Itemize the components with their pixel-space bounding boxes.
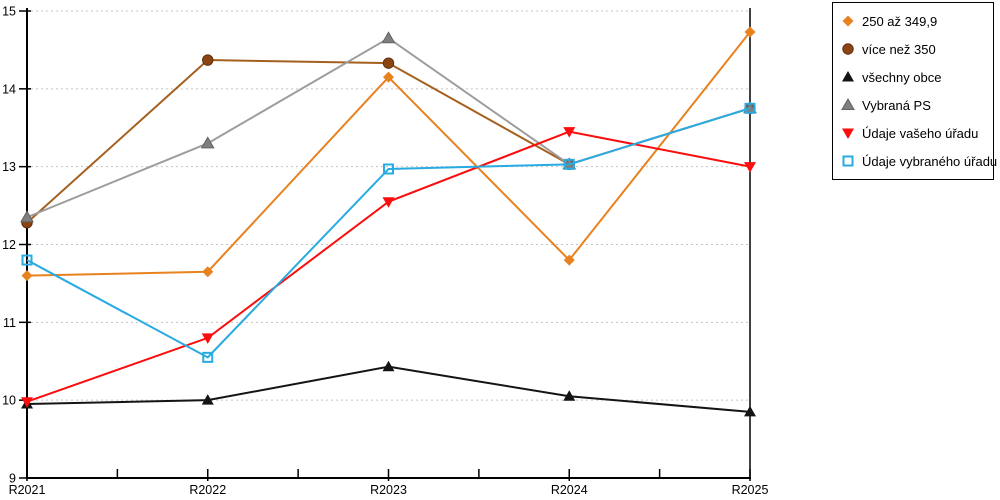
y-tick-label: 14	[2, 82, 16, 96]
x-tick-label: R2022	[189, 483, 226, 497]
legend-label: Údaje vašeho úřadu	[862, 125, 979, 141]
series-4	[21, 127, 756, 408]
legend-marker-diamond-icon	[842, 15, 854, 27]
legend-marker-triangle-down-icon	[842, 128, 854, 139]
series-5	[21, 102, 756, 363]
series-0	[21, 26, 756, 282]
chart-legend: 250 až 349,9 více než 350 všechny obce V…	[832, 2, 997, 180]
x-tick-label: R2023	[370, 483, 407, 497]
x-tick-label: R2025	[732, 483, 769, 497]
x-tick-label: R2024	[551, 483, 588, 497]
series-line	[26, 107, 751, 359]
legend-label: Vybraná PS	[862, 97, 931, 113]
legend-item: všechny obce	[840, 64, 991, 90]
legend-item: Údaje vašeho úřadu	[840, 120, 991, 146]
y-tick-label: 13	[2, 160, 16, 174]
y-tick-label: 15	[2, 5, 16, 19]
y-tick-label: 9	[9, 472, 16, 486]
legend-marker-triangle-up-icon	[842, 71, 854, 82]
legend-item: 250 až 349,9	[840, 8, 991, 34]
legend-label: více než 350	[862, 41, 936, 57]
x-tick-label: R2021	[9, 483, 46, 497]
legend-label: Údaje vybraného úřadu	[862, 153, 998, 169]
series-line	[26, 365, 751, 413]
y-tick-label: 11	[3, 316, 16, 330]
legend-marker-circle-icon	[842, 43, 854, 55]
legend-marker-triangle-up-icon	[841, 97, 855, 110]
legend-item: Údaje vybraného úřadu	[840, 148, 997, 174]
legend-item: více než 350	[840, 36, 991, 62]
legend-marker-square-icon	[842, 155, 854, 167]
legend-label: všechny obce	[862, 69, 942, 85]
y-tick-label: 12	[2, 238, 16, 252]
legend-label: 250 až 349,9	[862, 13, 938, 29]
y-tick-label: 10	[2, 394, 16, 408]
series-2	[21, 360, 756, 417]
legend-item: Vybraná PS	[840, 92, 991, 118]
